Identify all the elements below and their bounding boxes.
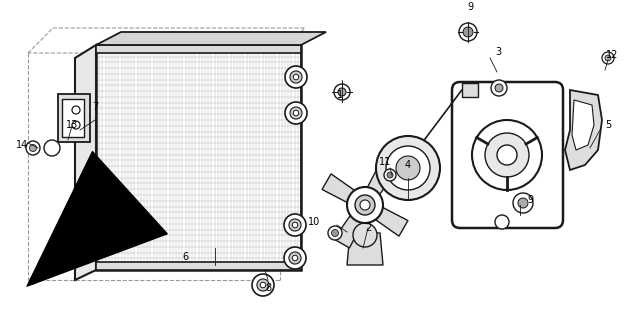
Circle shape	[605, 55, 611, 61]
Circle shape	[334, 84, 350, 100]
Circle shape	[290, 71, 302, 83]
Polygon shape	[360, 162, 396, 208]
Circle shape	[328, 226, 342, 240]
Polygon shape	[362, 200, 408, 236]
Circle shape	[289, 252, 301, 264]
Text: 2: 2	[365, 223, 371, 233]
Circle shape	[360, 200, 370, 210]
Circle shape	[396, 156, 420, 180]
Circle shape	[497, 145, 517, 165]
Circle shape	[293, 74, 299, 80]
Circle shape	[284, 214, 306, 236]
Circle shape	[331, 229, 338, 236]
Text: 3: 3	[495, 47, 501, 57]
Polygon shape	[96, 32, 326, 45]
Circle shape	[472, 120, 542, 190]
FancyBboxPatch shape	[452, 82, 563, 228]
Circle shape	[292, 222, 298, 228]
Circle shape	[290, 107, 302, 119]
Polygon shape	[347, 233, 383, 265]
Circle shape	[26, 141, 40, 155]
Circle shape	[387, 172, 393, 178]
Circle shape	[459, 23, 477, 41]
Circle shape	[495, 215, 509, 229]
Text: 1: 1	[337, 90, 343, 100]
Polygon shape	[322, 174, 368, 210]
Polygon shape	[572, 100, 594, 150]
Text: 6: 6	[182, 252, 188, 262]
Circle shape	[386, 146, 430, 190]
Text: 8: 8	[265, 283, 271, 293]
Circle shape	[72, 106, 80, 114]
Circle shape	[384, 169, 396, 181]
Circle shape	[463, 27, 473, 37]
Bar	[96, 262, 301, 270]
Circle shape	[102, 192, 124, 214]
Text: 11: 11	[379, 157, 391, 167]
Text: 8: 8	[85, 193, 91, 203]
Bar	[96, 45, 301, 53]
Circle shape	[292, 255, 298, 261]
Bar	[462, 83, 477, 97]
Polygon shape	[75, 45, 96, 280]
Polygon shape	[565, 90, 602, 170]
Circle shape	[285, 102, 307, 124]
Text: FR.: FR.	[54, 261, 72, 271]
Circle shape	[491, 80, 507, 96]
Circle shape	[252, 274, 274, 296]
Circle shape	[289, 219, 301, 231]
Circle shape	[355, 195, 375, 215]
Bar	[96, 45, 301, 270]
Circle shape	[284, 247, 306, 269]
Bar	[62, 99, 84, 137]
Circle shape	[107, 197, 119, 209]
Bar	[58, 94, 90, 142]
Circle shape	[260, 282, 265, 288]
Text: 13: 13	[66, 120, 78, 130]
Polygon shape	[334, 202, 370, 248]
Circle shape	[110, 200, 116, 206]
Text: 5: 5	[605, 120, 611, 130]
Circle shape	[293, 110, 299, 116]
Circle shape	[72, 121, 80, 129]
Circle shape	[347, 187, 383, 223]
Text: 14: 14	[16, 140, 28, 150]
Circle shape	[353, 223, 377, 247]
Text: 7: 7	[92, 102, 98, 112]
Circle shape	[376, 136, 440, 200]
Text: 12: 12	[606, 50, 618, 60]
Circle shape	[285, 66, 307, 88]
Text: 9: 9	[467, 2, 473, 12]
Circle shape	[44, 140, 60, 156]
Text: 10: 10	[308, 217, 320, 227]
Bar	[96, 45, 301, 270]
Circle shape	[257, 279, 269, 291]
Circle shape	[338, 88, 346, 96]
Text: 4: 4	[405, 160, 411, 170]
Circle shape	[602, 52, 614, 64]
Circle shape	[495, 84, 503, 92]
Circle shape	[518, 198, 528, 208]
Circle shape	[513, 193, 533, 213]
Circle shape	[485, 133, 529, 177]
Text: 9: 9	[527, 195, 533, 205]
Circle shape	[30, 145, 36, 151]
